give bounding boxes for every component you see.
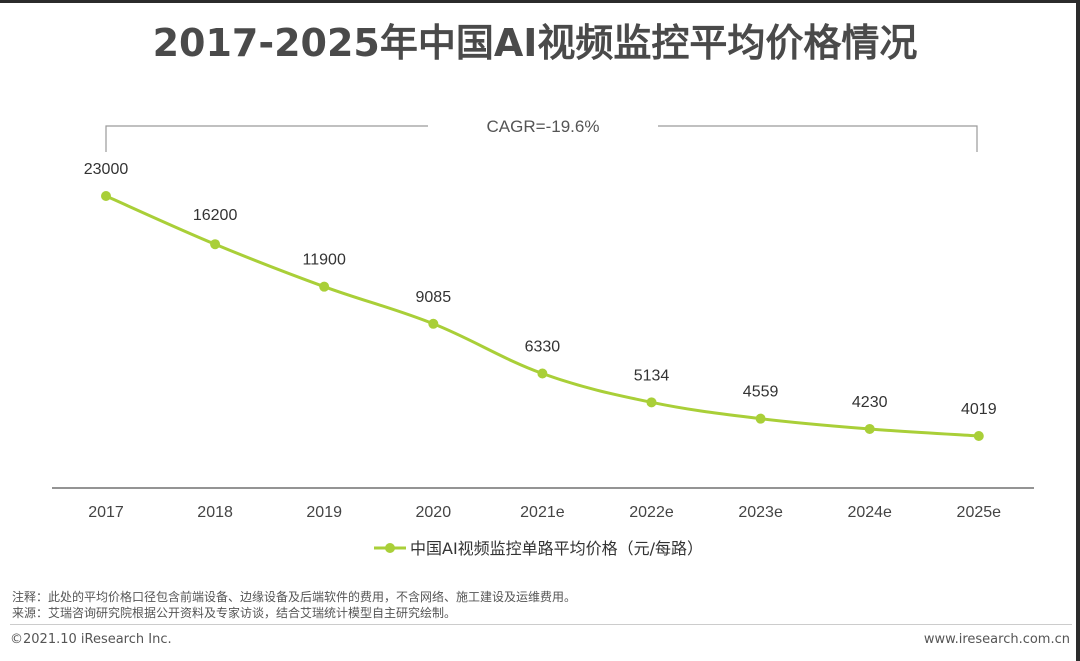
cagr-label: CAGR=-19.6% [487, 117, 600, 136]
data-label: 11900 [303, 252, 346, 269]
x-tick-label: 2024e [847, 504, 892, 521]
data-point [210, 239, 221, 250]
source-text: 来源：艾瑞咨询研究院根据公开资料及专家访谈，结合艾瑞统计模型自主研究绘制。 [12, 606, 457, 620]
data-label: 6330 [525, 339, 561, 356]
data-label: 4230 [852, 394, 888, 411]
data-label: 23000 [84, 161, 129, 178]
data-label: 16200 [193, 207, 238, 224]
cagr-bracket-left [105, 125, 428, 152]
legend-label: 中国AI视频监控单路平均价格（元/每路） [410, 539, 703, 558]
data-point [755, 413, 766, 424]
x-tick-label: 2025e [957, 504, 1002, 521]
data-label: 4019 [961, 401, 997, 418]
data-point [319, 281, 330, 292]
x-tick-label: 2017 [88, 504, 124, 521]
data-point [101, 191, 111, 201]
data-point [428, 318, 439, 329]
x-tick-label: 2022e [629, 504, 674, 521]
note-text: 注释：此处的平均价格口径包含前端设备、边缘设备及后端软件的费用，不含网络、施工建… [12, 590, 577, 604]
cagr-bracket: CAGR=-19.6% [105, 117, 978, 152]
x-tick-label: 2019 [306, 504, 342, 521]
footer-copyright: ©2021.10 iResearch Inc. [10, 632, 172, 647]
data-label: 4559 [743, 384, 779, 401]
data-point [537, 368, 548, 379]
data-label: 9085 [416, 289, 452, 306]
x-tick-label: 2018 [197, 504, 233, 521]
x-tick-label: 2023e [738, 504, 783, 521]
chart-title: 2017-2025年中国AI视频监控平均价格情况 [152, 21, 918, 65]
footer-website: www.iresearch.com.cn [923, 632, 1070, 647]
x-tick-label: 2021e [520, 504, 565, 521]
data-point [973, 431, 984, 441]
data-point [864, 423, 875, 434]
cagr-bracket-right [658, 125, 978, 152]
x-tick-label: 2020 [416, 504, 452, 521]
data-label: 5134 [634, 367, 670, 384]
legend-marker [385, 543, 395, 553]
legend: 中国AI视频监控单路平均价格（元/每路） [374, 539, 703, 558]
top-border [0, 0, 1080, 3]
right-border [1076, 0, 1080, 661]
data-point [646, 397, 657, 408]
series-line [105, 194, 979, 438]
footer-divider [10, 624, 1072, 625]
